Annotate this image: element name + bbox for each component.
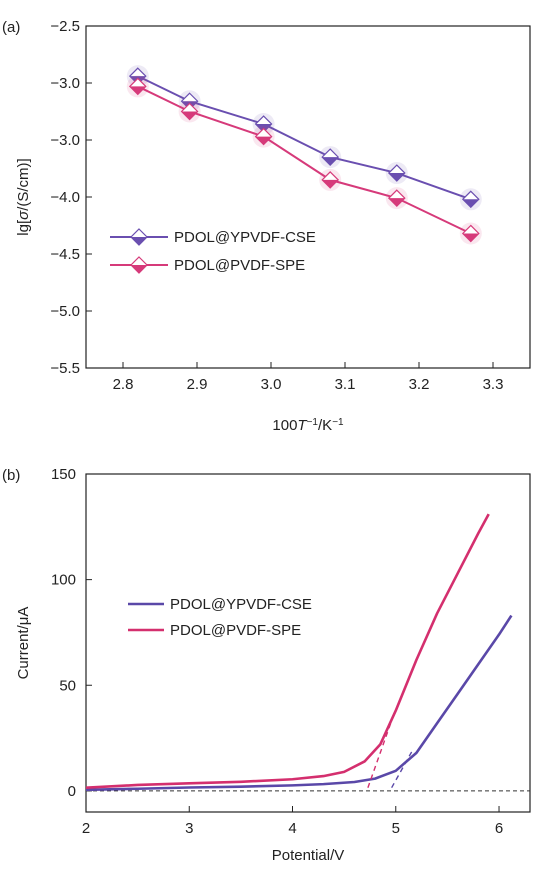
data-point-a-1-fill: [255, 136, 272, 145]
x-tick-label-a: 3.3: [483, 376, 504, 393]
legend-label-a-0: PDOL@YPVDF-CSE: [174, 229, 316, 246]
legend-label-b-0: PDOL@YPVDF-CSE: [170, 596, 312, 613]
panel-label-b: (b): [2, 467, 20, 484]
data-point-a-1: [387, 189, 406, 207]
x-tick-label-a: 2.9: [187, 376, 208, 393]
data-point-a-1: [180, 102, 199, 121]
legend-marker-a-0: [130, 228, 148, 246]
data-point-a-1-fill: [181, 111, 198, 120]
data-point-a-0-fill: [322, 157, 339, 166]
y-tick-label-a: −3.0: [50, 132, 80, 149]
y-tick-label-b: 150: [51, 466, 76, 483]
y-tick-label-a: −2.5: [50, 18, 80, 35]
y-tick-label-a: −5.5: [50, 360, 80, 377]
legend-marker-a-0-fill: [131, 237, 147, 245]
data-point-a-1-fill: [388, 198, 405, 207]
data-point-a-1: [461, 224, 480, 243]
x-tick-label-b: 4: [288, 820, 296, 837]
legend-label-a-1: PDOL@PVDF-SPE: [174, 257, 305, 274]
axis-ticks-b: 2 3 4 5 6 0 50 100 150: [51, 466, 530, 837]
axis-ticks-a: 2.8 2.9 3.0 3.1 3.2 3.3 −5.5 −5.0 −4.5 −4.0 −3.0 −3…: [50, 18, 503, 393]
x-tick-label-b: 5: [392, 820, 400, 837]
data-point-a-1-fill: [129, 86, 146, 95]
y-tick-label-a: −3.0: [50, 75, 80, 92]
series-line-a-1: [137, 85, 472, 235]
data-point-a-0: [461, 190, 480, 209]
legend-label-b-1: PDOL@PVDF-SPE: [170, 622, 301, 639]
y-axis-label-a: lg[σ/(S/cm)]: [15, 158, 32, 235]
y-tick-label-a: −4.0: [50, 189, 80, 206]
series-line-b-1: [85, 513, 490, 790]
tangent-line-b-1: [367, 714, 395, 788]
data-point-a-1: [321, 171, 340, 189]
data-point-a-1-fill: [462, 233, 479, 242]
tangent-line-b-0: [391, 750, 413, 789]
chart-panel-a: (a) 2.8 2.9 3.0 3.1 3.2 3.3 −5.5 −5.0 −4.5 −4.0 −3…: [2, 18, 531, 435]
y-tick-label-b: 50: [59, 677, 76, 694]
data-point-a-0-fill: [462, 199, 479, 208]
series-group-a: [126, 65, 482, 245]
chart-panel-b: (b) 2 3 4 5 6 0 50 100 150 PDOL@YPVDF-CSE PDOL@PV…: [2, 466, 531, 864]
x-tick-label-a: 3.2: [409, 376, 430, 393]
data-point-a-0-fill: [388, 173, 405, 182]
legend-a: PDOL@YPVDF-CSE PDOL@PVDF-SPE: [110, 228, 316, 274]
panel-label-a: (a): [2, 19, 20, 36]
data-point-a-0: [387, 164, 406, 182]
legend-marker-a-1-fill: [131, 265, 147, 273]
x-axis-label-a: 100T−1/K−1: [272, 417, 344, 435]
y-tick-label-b: 100: [51, 572, 76, 589]
series-group-b: [85, 513, 513, 792]
x-tick-label-a: 2.8: [113, 376, 134, 393]
y-tick-label-a: −5.0: [50, 303, 80, 320]
data-point-a-0: [321, 148, 340, 166]
y-tick-label-b: 0: [68, 783, 76, 800]
x-tick-label-b: 3: [185, 820, 193, 837]
data-point-a-1: [128, 77, 147, 96]
x-tick-label-b: 6: [495, 820, 503, 837]
x-tick-label-b: 2: [82, 820, 90, 837]
x-tick-label-a: 3.1: [335, 376, 356, 393]
plot-frame-b: [85, 473, 531, 813]
series-line-a-0: [137, 75, 472, 201]
data-point-a-0: [128, 67, 147, 86]
legend-marker-a-1: [130, 256, 148, 274]
x-tick-label-a: 3.0: [261, 376, 282, 393]
data-point-a-1-fill: [322, 179, 339, 188]
data-point-a-1: [254, 127, 273, 146]
x-axis-label-b: Potential/V: [272, 847, 345, 864]
y-tick-label-a: −4.5: [50, 246, 80, 263]
y-axis-label-b: Current/μA: [15, 607, 32, 680]
legend-b: PDOL@YPVDF-CSE PDOL@PVDF-SPE: [128, 596, 312, 639]
series-line-b-0: [85, 614, 513, 792]
